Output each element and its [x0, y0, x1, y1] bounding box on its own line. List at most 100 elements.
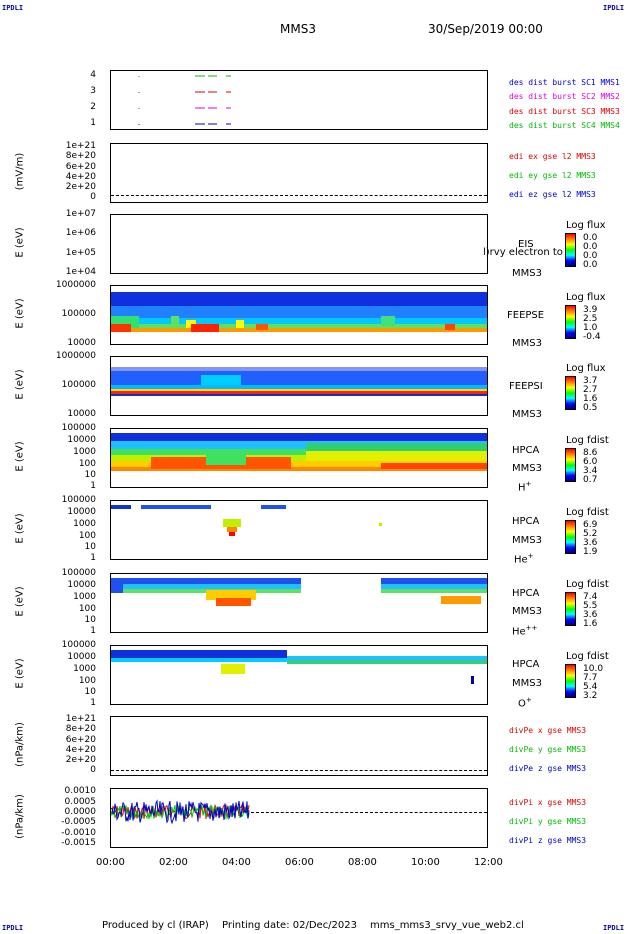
hpca-he2-ytick: 100 [78, 604, 96, 614]
hpca-o-panel [110, 645, 488, 705]
feepse-cbar-val: 3.9 [583, 305, 598, 315]
hpca-he2-cbar-title: Log fdist [566, 579, 609, 590]
footer-file: mms_mms3_srvy_vue_web2.cl [370, 920, 524, 931]
divpi-ytick: -0.0010 [61, 828, 96, 838]
hpca-h-cbar-val: 0.7 [583, 475, 598, 485]
eis-panel [110, 214, 488, 274]
eis-cbar-val: 0.0 [583, 233, 598, 243]
divpe-legend-z: divPe z gse MMS3 [509, 764, 587, 773]
hpca-o-cbar-val: 7.7 [583, 673, 598, 683]
hpca-h-colorbar [565, 448, 576, 482]
burst-panel [110, 70, 488, 130]
eis-ytick: 1e+06 [65, 228, 96, 238]
eis-inst: EIS [518, 239, 534, 250]
burst-legend-sc1: des dist burst SC1 MMS1 [509, 78, 620, 87]
burst-ytick: 3 [90, 86, 96, 96]
hpca-he-ytick: 1000 [73, 519, 96, 529]
corner-label-tr: IPDLI [603, 4, 625, 12]
burst-legend-sc4: des dist burst SC4 MMS4 [509, 121, 620, 130]
feepsi-cbar-val: 3.7 [583, 376, 598, 386]
divpe-ytick: 1e+21 [65, 714, 96, 724]
hpca-he-cbar-val: 1.9 [583, 547, 598, 557]
divpi-ytick: 0.0010 [64, 786, 97, 796]
species-charge: + [527, 552, 534, 560]
edi-ylabel: (mV/m) [14, 152, 26, 191]
hpca-h-cbar-val: 8.6 [583, 448, 598, 458]
x-tick: 02:00 [159, 857, 188, 868]
hpca-o-inst: HPCA [512, 659, 540, 670]
burst-legend-sc3: des dist burst SC3 MMS3 [509, 107, 620, 116]
hpca-he2-ytick: 10 [84, 615, 96, 625]
hpca-h-ytick: 100000 [61, 423, 96, 433]
hpca-he-spectrogram [111, 505, 382, 536]
eis-ytick: 1e+07 [65, 209, 96, 219]
hpca-he2-cbar-val: 1.6 [583, 619, 598, 629]
hpca-he2-sc: MMS3 [512, 606, 542, 617]
feepsi-colorbar [565, 376, 576, 410]
feepsi-cbar-val: 2.7 [583, 385, 598, 395]
divpi-ytick: -0.0015 [61, 838, 96, 848]
hpca-o-colorbar [565, 664, 576, 698]
corner-label-br: IPDLI [603, 924, 625, 932]
hpca-o-species: O+ [518, 696, 532, 709]
hpca-h-spectrogram [111, 433, 487, 471]
edi-panel [110, 143, 488, 203]
hpca-he2-colorbar [565, 592, 576, 626]
eis-ylabel: E (eV) [14, 227, 26, 258]
eis-ytick: 1e+05 [65, 248, 96, 258]
feepsi-inst: FEEPSI [509, 381, 543, 392]
feepsi-cbar-title: Log flux [566, 363, 606, 374]
hpca-he-ytick: 100 [78, 531, 96, 541]
hpca-h-ylabel: E (eV) [14, 441, 26, 472]
burst-plot [138, 75, 231, 125]
divpi-ylabel: (nPa/km) [14, 794, 26, 839]
x-tick: 10:00 [411, 857, 440, 868]
hpca-o-ytick: 10000 [67, 652, 96, 662]
edi-ytick: 0 [90, 192, 96, 202]
edi-ytick: 8e+20 [65, 151, 96, 161]
hpca-he2-cbar-val: 3.6 [583, 610, 598, 620]
divpi-panel [110, 788, 488, 848]
hpca-he2-species: He++ [512, 624, 537, 637]
hpca-he2-ylabel: E (eV) [14, 586, 26, 617]
hpca-he-ytick: 1 [90, 553, 96, 563]
hpca-he-inst: HPCA [512, 516, 540, 527]
feepsi-cbar-val: 1.6 [583, 394, 598, 404]
edi-ytick: 4e+20 [65, 172, 96, 182]
feepse-ytick: 1000000 [55, 280, 96, 290]
date-title: 30/Sep/2019 00:00 [428, 22, 543, 36]
hpca-he-ylabel: E (eV) [14, 513, 26, 544]
species-name: He [514, 554, 528, 566]
hpca-o-ytick: 100 [78, 676, 96, 686]
hpca-h-inst: HPCA [512, 445, 540, 456]
hpca-o-cbar-val: 5.4 [583, 682, 598, 692]
hpca-he-ytick: 100000 [61, 495, 96, 505]
divpi-legend-x: divPi x gse MMS3 [509, 798, 587, 807]
eis-ytick: 1e+04 [65, 267, 96, 277]
zero-line [111, 195, 487, 196]
species-name: He [512, 626, 526, 638]
burst-legend-sc2: des dist burst SC2 MMS2 [509, 92, 620, 101]
hpca-o-cbar-val: 10.0 [583, 664, 604, 674]
feepsi-cbar-val: 0.5 [583, 403, 598, 413]
feepse-spectrogram [111, 286, 487, 332]
feepse-ytick: 100000 [61, 309, 96, 319]
hpca-o-ytick: 10 [84, 687, 96, 697]
hpca-h-sc: MMS3 [512, 463, 542, 474]
edi-legend-x: edi ex gse l2 MMS3 [509, 152, 596, 161]
burst-ytick: 2 [90, 102, 96, 112]
divpe-legend-y: divPe y gse MMS3 [509, 745, 587, 754]
edi-ytick: 1e+21 [65, 141, 96, 151]
divpe-ylabel: (nPa/km) [14, 722, 26, 767]
feepse-ytick: 10000 [67, 338, 96, 348]
feepse-cbar-val: 2.5 [583, 314, 598, 324]
hpca-he-sc: MMS3 [512, 535, 542, 546]
feepsi-ytick: 10000 [67, 409, 96, 419]
hpca-h-cbar-title: Log fdist [566, 435, 609, 446]
hpca-o-cbar-title: Log fdist [566, 651, 609, 662]
hpca-he-species: He+ [514, 552, 534, 565]
divpe-ytick: 0 [90, 765, 96, 775]
eis-cbar-val: 0.0 [583, 260, 598, 270]
hpca-h-species: H+ [518, 480, 531, 493]
feepsi-ylabel: E (eV) [14, 369, 26, 400]
